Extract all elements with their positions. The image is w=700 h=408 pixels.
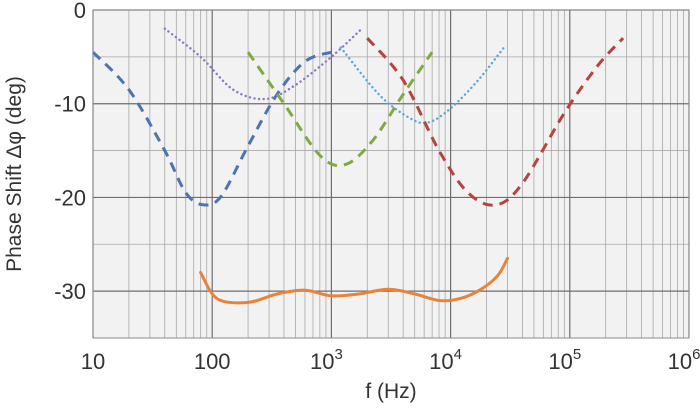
series-layer [91, 27, 625, 305]
series-line-2 [163, 27, 363, 101]
y-axis-label: Phase Shift Δφ (deg) [3, 76, 26, 272]
x-tick-label: 105 [548, 346, 581, 374]
x-tick-label: 100 [194, 349, 231, 374]
y-tick-label: -30 [54, 279, 86, 304]
y-tick-label: 0 [74, 0, 86, 23]
x-axis-label: f (Hz) [365, 380, 416, 403]
x-tick-exponent: 6 [692, 346, 700, 363]
series-line-6 [199, 256, 509, 305]
x-tick-exponent: 4 [454, 346, 462, 363]
plot-frame [92, 9, 690, 339]
x-tick-exponent: 5 [573, 346, 581, 363]
x-tick-label: 10 [81, 349, 105, 374]
x-tick-exponent: 3 [334, 346, 342, 363]
x-tick-labels: 10 100 103 104 105 106 [81, 346, 700, 374]
series-line-4 [339, 46, 506, 125]
x-tick-label: 106 [668, 346, 700, 374]
x-tick-label: 103 [310, 346, 343, 374]
series-line-3 [246, 51, 434, 168]
y-tick-labels: 0 -10 -20 -30 [54, 0, 86, 304]
minor-gridlines [93, 10, 689, 339]
y-tick-label: -20 [54, 185, 86, 210]
y-tick-label: -10 [54, 92, 86, 117]
x-tick-label: 104 [429, 346, 462, 374]
